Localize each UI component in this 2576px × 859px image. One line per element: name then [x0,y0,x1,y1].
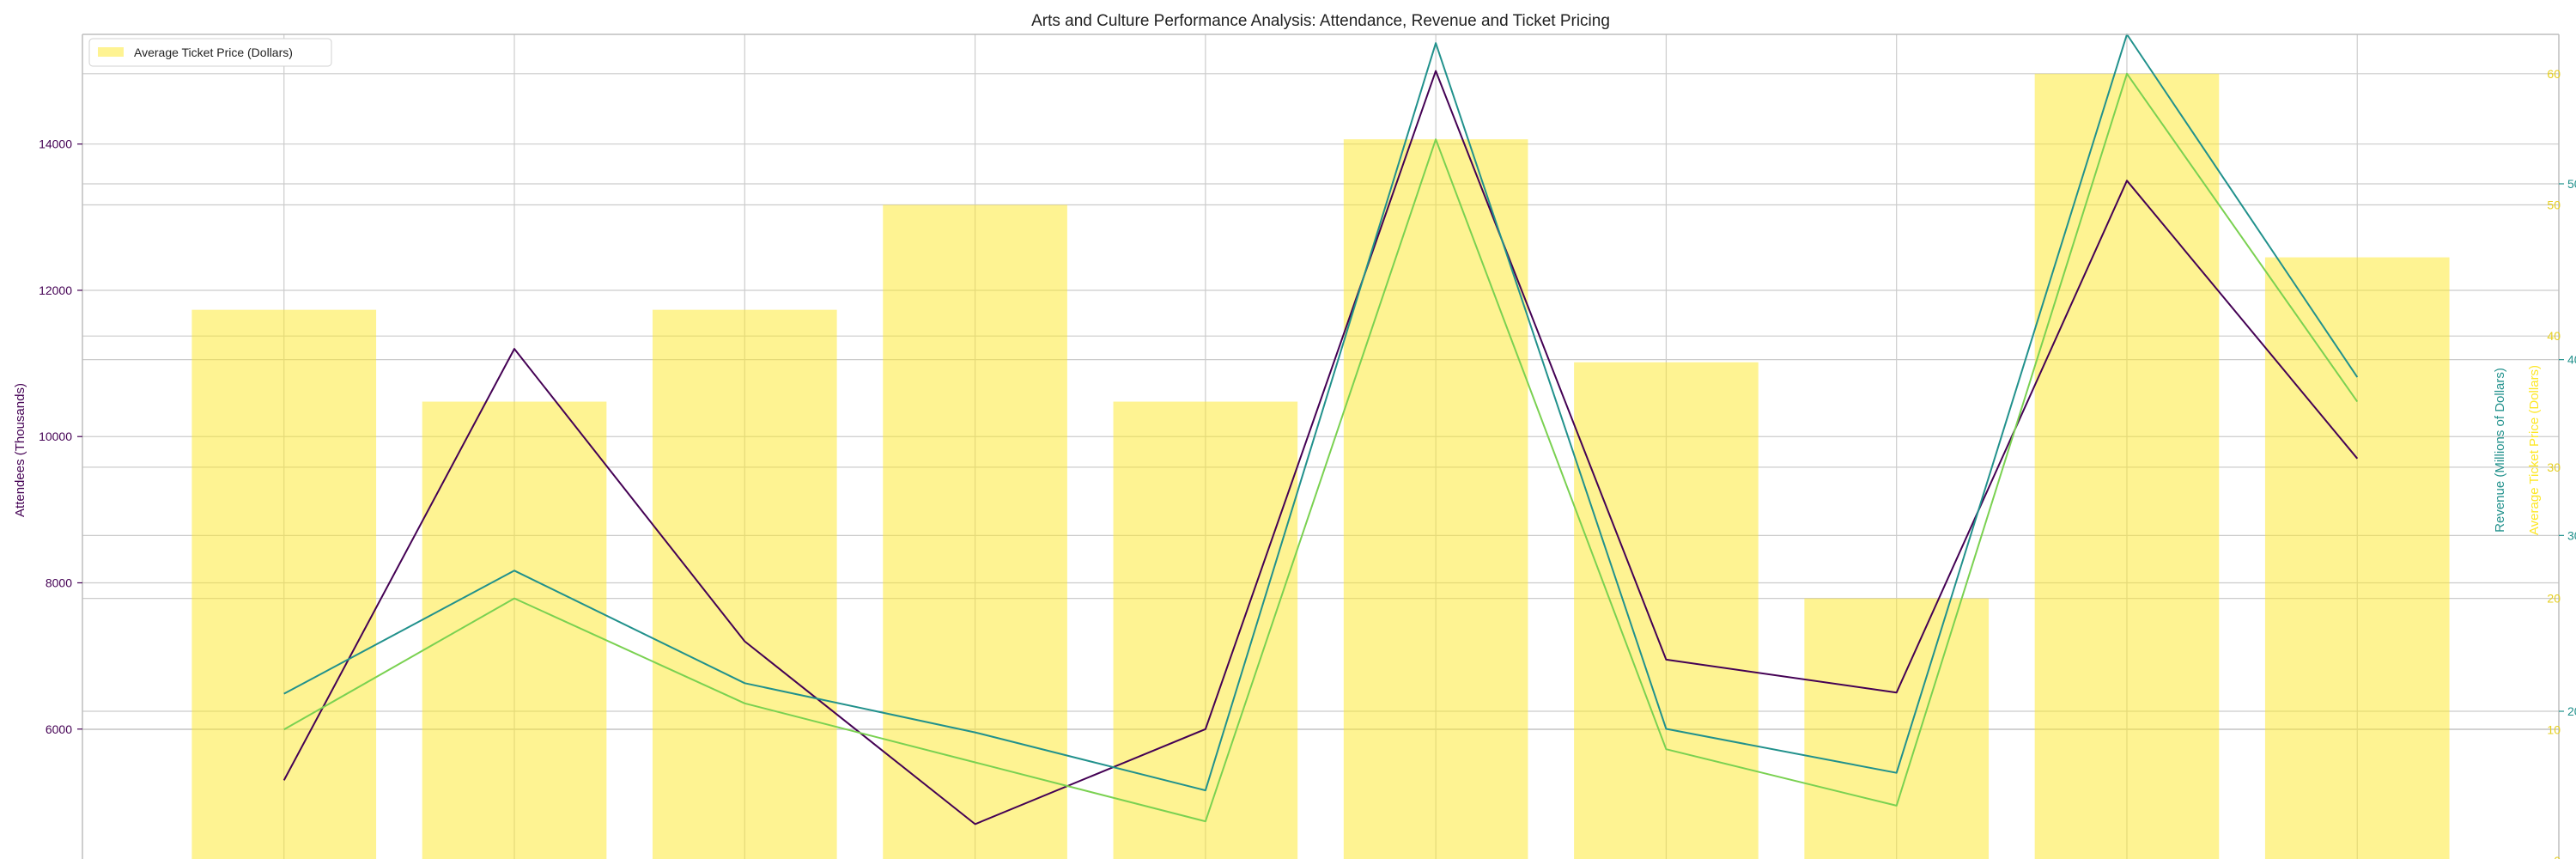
bar-ballet [1113,401,1298,859]
bar-symphony-orchestras [191,309,377,859]
revenue-tick-label: 40000 [2567,353,2576,367]
line-right1 [283,34,2359,792]
ticket-price-axis-label: Average Ticket Price (Dollars) [2527,365,2542,535]
plot-frame [82,34,2560,859]
left-axis-label: Attendees (Thousands) [13,383,27,517]
legend-label: Average Ticket Price (Dollars) [134,46,293,59]
left-tick-label: 14000 [39,137,72,151]
ticket-price-tick-label: 10 [2547,722,2561,736]
legend: Average Ticket Price (Dollars) [88,38,332,67]
legend-swatch [98,47,124,57]
revenue-tick-label: 30000 [2567,528,2576,542]
revenue-axis-label: Revenue (Millions of Dollars) [2493,368,2507,533]
bar-art-galleries [422,401,607,859]
bar-theatre [2264,257,2450,859]
ticket-price-bars [191,73,2450,859]
bar-film-festivals [652,309,837,859]
left-axis-ticks: 6000 8000 10000 12000 14000 [39,137,82,736]
left-tick-label: 8000 [46,576,72,589]
revenue-tick-label: 50000 [2567,177,2576,191]
bar-concerts [2034,73,2220,859]
ticket-price-tick-label: 50 [2547,198,2561,212]
chart-title: Arts and Culture Performance Analysis: A… [1031,12,1610,30]
bar-opera [883,204,1067,859]
revenue-axis-ticks: 20000 30000 40000 50000 [2559,177,2576,718]
ticket-price-tick-label: 60 [2547,67,2561,81]
ticket-price-tick-label: 20 [2547,592,2561,606]
left-tick-label: 6000 [46,722,72,736]
bar-art-exhibitions [1574,362,1759,859]
ticket-price-tick-label: 30 [2547,460,2561,474]
series-lines [283,34,2359,825]
bar-museums [1804,598,1990,859]
ticket-price-axis-ticks: 0 10 20 30 40 50 60 [2547,67,2561,859]
bar-music-festivals [1343,139,1528,859]
line-left [283,70,2359,825]
ticket-price-tick-label: 40 [2547,329,2561,343]
left-tick-label: 10000 [39,430,72,443]
legend-box [88,38,332,67]
left-tick-label: 12000 [39,283,72,297]
line-right2 [283,72,2359,823]
revenue-tick-label: 20000 [2567,704,2576,718]
ticket-price-tick-label: 0 [2554,854,2561,859]
